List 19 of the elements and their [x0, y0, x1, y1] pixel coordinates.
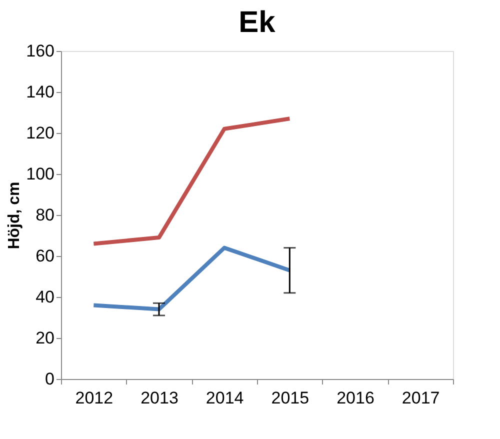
y-tick-label: 160: [26, 42, 54, 60]
y-tick-label: 60: [36, 246, 54, 266]
y-tick-label: 100: [26, 164, 54, 184]
x-tick-label: 2017: [402, 388, 440, 408]
x-tick-label: 2016: [336, 388, 374, 408]
y-axis-title: Höjd, cm: [6, 182, 24, 250]
y-tick-label: 20: [36, 328, 54, 348]
line-series: [92, 246, 292, 312]
x-tick-label: 2014: [206, 388, 244, 408]
x-tick-label: 2013: [140, 388, 178, 408]
y-tick-label: 40: [36, 288, 54, 306]
y-tick-label: 0: [45, 370, 54, 388]
line-series: [92, 116, 292, 246]
x-tick-label: 2012: [75, 388, 114, 408]
y-tick-label: 120: [26, 124, 54, 142]
y-tick-label: 140: [26, 82, 54, 102]
y-tick-label: 80: [36, 206, 54, 224]
chart-title: Ek: [238, 6, 276, 39]
x-tick-label: 2015: [271, 388, 310, 408]
